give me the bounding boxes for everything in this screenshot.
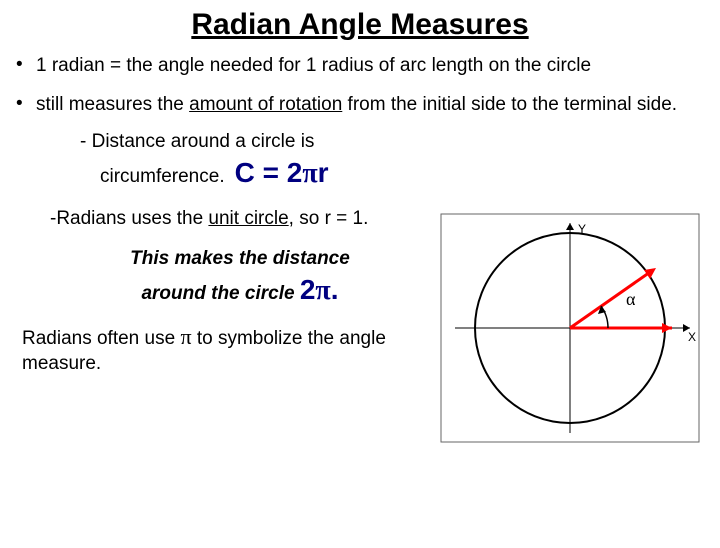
final-text: Radians often use π to symbolize the ang… <box>22 323 402 376</box>
alpha-label: α <box>626 289 636 309</box>
bullet-dot: • <box>10 93 36 115</box>
terminal-ray <box>570 270 653 328</box>
around-circle-line: around the circle 2π. <box>50 274 430 307</box>
circumference-line: circumference. C = 2πr <box>100 157 430 190</box>
bullet-1-text: 1 radian = the angle needed for 1 radius… <box>36 54 710 79</box>
circumference-label: circumference. <box>100 166 225 188</box>
two-pi-formula: 2π <box>300 274 331 305</box>
y-arrow-icon <box>566 223 574 230</box>
distance-line: - Distance around a circle is <box>80 131 430 153</box>
y-label: Y <box>578 222 586 236</box>
distance-statement: This makes the distance <box>50 248 430 270</box>
unit-circle-diagram: Y X α <box>440 213 700 443</box>
initial-ray-arrow-icon <box>662 323 672 333</box>
bullet-2: • still measures the amount of rotation … <box>10 93 710 118</box>
page-title: Radian Angle Measures <box>0 8 720 42</box>
x-label: X <box>688 330 696 344</box>
sub-area: - Distance around a circle is circumfere… <box>50 131 430 307</box>
unit-circle-line: -Radians uses the unit circle, so r = 1. <box>50 208 430 230</box>
circumference-formula: C = 2πr <box>235 157 329 190</box>
bullet-2-text: still measures the amount of rotation fr… <box>36 93 710 118</box>
bullet-dot: • <box>10 54 36 76</box>
bullet-1: • 1 radian = the angle needed for 1 radi… <box>10 54 710 79</box>
